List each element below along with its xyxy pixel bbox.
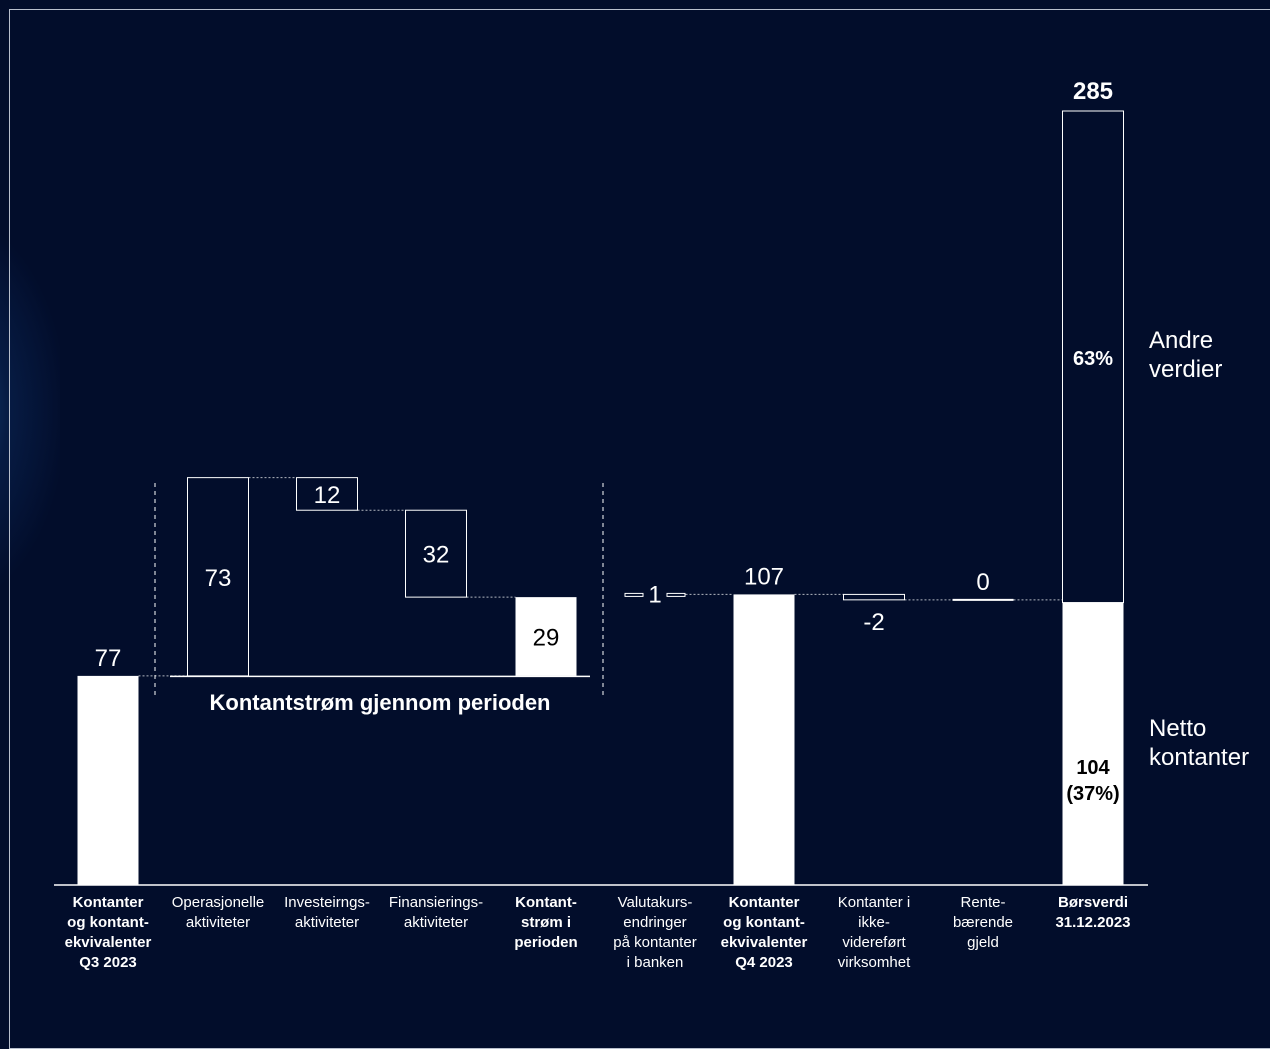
category-label: Kontant- strøm i perioden (514, 894, 578, 951)
category-label: Operasjonelle aktiviteter (171, 894, 265, 931)
bar-delta (187, 477, 249, 677)
bar-delta (405, 509, 467, 598)
series-label-netto-kontanter: Netto kontanter (1149, 715, 1250, 771)
waterfall-chart: 77 73 12 32 29 1 107 -2 0 285 104 (37%) 63% (54, 78, 1148, 886)
segment-label-netto-kontanter: (37%) (1066, 783, 1119, 805)
bar-value-label: 29 (533, 625, 560, 652)
segment-label-netto-kontanter: 104 (1076, 757, 1110, 779)
bar-value-label: 0 (976, 569, 989, 596)
category-label: Kontanter i ikke- videreført virksomhet (837, 894, 911, 971)
category-label: Finansierings- aktiviteter (388, 894, 484, 931)
category-label: Børsverdi 31.12.2023 (1055, 894, 1131, 931)
category-label: Investeirngs- aktiviteter (284, 894, 370, 931)
bar-value-label: 32 (423, 542, 450, 569)
category-label: Kontanter og kontant- ekvivalenter Q3 20… (64, 894, 152, 971)
bar-delta (296, 477, 358, 511)
segment-label-andre-verdier: 63% (1073, 348, 1113, 370)
bar-value-label: 1 (648, 581, 661, 608)
series-label-andre-verdier: Andre verdier (1149, 327, 1223, 383)
bar-value-label: 73 (205, 565, 232, 592)
bar-delta-small (624, 592, 644, 597)
bar-segment-andre-verdier (1062, 110, 1124, 604)
bar-segment-netto-kontanter (1062, 602, 1124, 885)
bar-delta-small (843, 593, 905, 601)
bar-total-label: 285 (1073, 78, 1113, 105)
bar-subtotal (515, 597, 577, 676)
category-label: Valutakurs- endringer på kontanter i ban… (613, 894, 697, 971)
bracket-label: Kontantstrøm gjennom perioden (209, 690, 551, 715)
bar-value-label: 107 (744, 563, 784, 590)
category-label: Rente- bærende gjeld (952, 894, 1014, 951)
bar-total (77, 675, 139, 885)
bar-value-label: 77 (95, 645, 122, 672)
category-label: Kontanter og kontant- ekvivalenter Q4 20… (720, 894, 808, 971)
bar-total (733, 594, 795, 885)
bar-value-label: -2 (863, 609, 884, 636)
bar-value-label: 12 (314, 482, 341, 509)
bar-delta-small (666, 592, 686, 597)
